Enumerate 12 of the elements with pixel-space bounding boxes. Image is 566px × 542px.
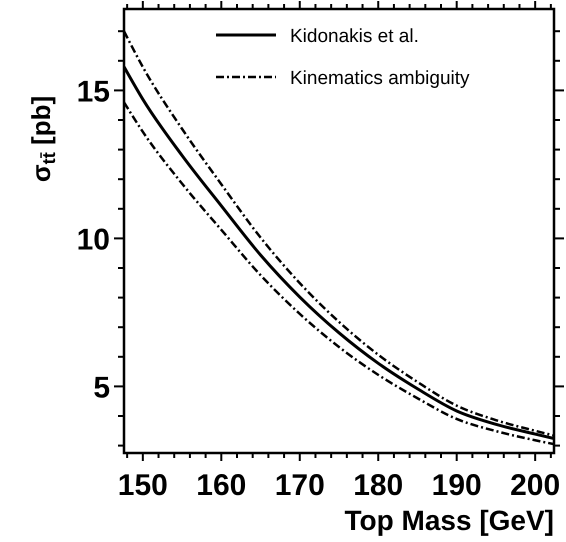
legend-label: Kidonakis et al. [290,26,419,47]
x-tick-label: 190 [432,469,482,502]
x-tick-label: 160 [196,469,246,502]
x-tick-label: 150 [118,469,168,502]
x-tick-label: 180 [353,469,404,502]
y-tick-label: 15 [76,75,110,108]
y-tick-label: 10 [76,223,110,256]
x-axis-title: Top Mass [GeV] [344,505,554,536]
y-tick-label: 5 [93,371,110,404]
legend-label: Kinematics ambiguity [290,68,470,89]
x-tick-label: 200 [510,469,560,502]
x-tick-label: 170 [274,469,325,502]
